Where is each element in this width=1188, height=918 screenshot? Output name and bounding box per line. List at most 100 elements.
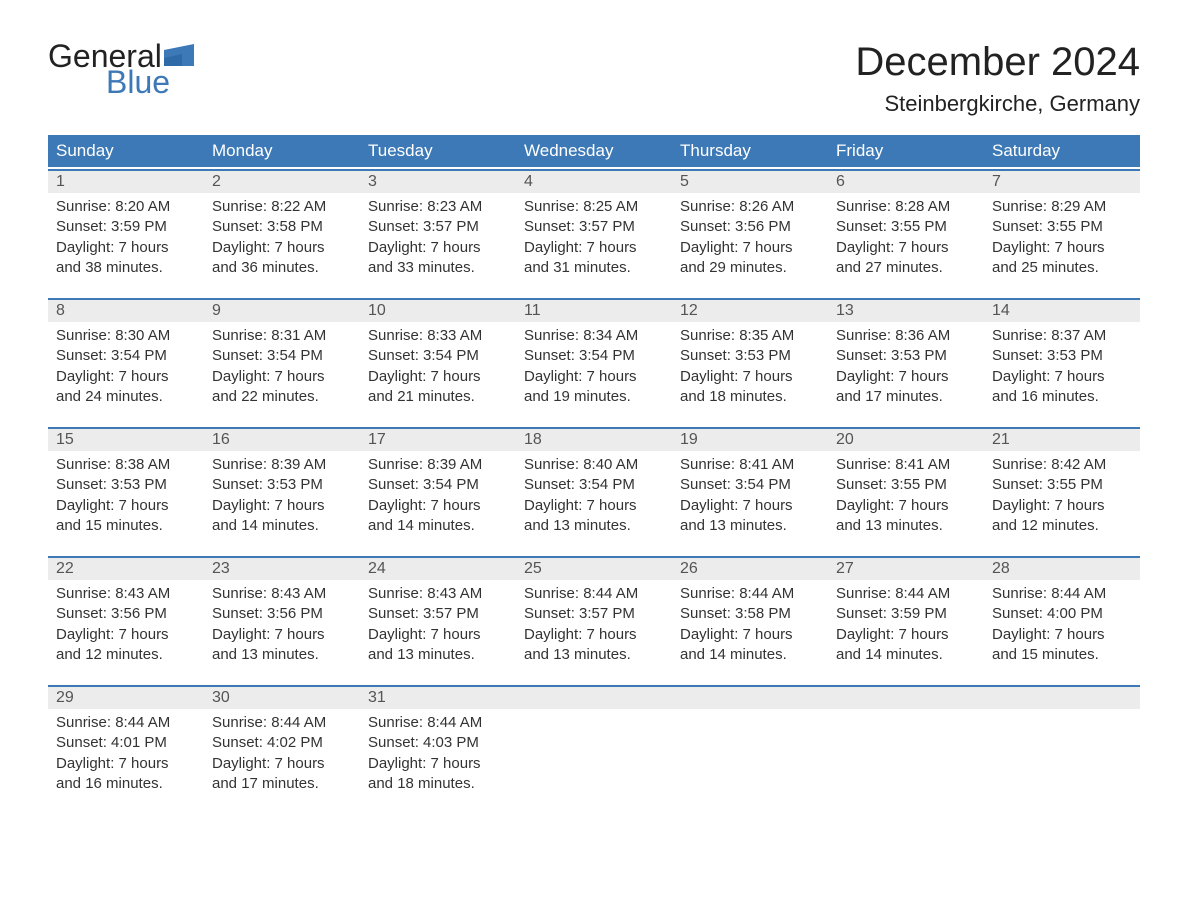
sunset-text: Sunset: 3:58 PM [212,217,354,237]
daylight-text: Daylight: 7 hours [212,238,354,258]
day-details: Sunrise: 8:41 AMSunset: 3:55 PMDaylight:… [828,451,984,536]
day-cell: 27Sunrise: 8:44 AMSunset: 3:59 PMDayligh… [828,558,984,671]
sunrise-text: Sunrise: 8:20 AM [56,197,198,217]
daylight-text: Daylight: 7 hours [212,496,354,516]
daylight-text: and 13 minutes. [524,516,666,536]
sunset-text: Sunset: 3:53 PM [212,475,354,495]
day-number: 12 [672,300,828,322]
day-number: 13 [828,300,984,322]
day-number: 29 [48,687,204,709]
sunrise-text: Sunrise: 8:44 AM [680,584,822,604]
sunrise-text: Sunrise: 8:44 AM [56,713,198,733]
day-number: 1 [48,171,204,193]
sunset-text: Sunset: 4:00 PM [992,604,1134,624]
day-details: Sunrise: 8:39 AMSunset: 3:53 PMDaylight:… [204,451,360,536]
day-cell [984,687,1140,800]
sunrise-text: Sunrise: 8:41 AM [836,455,978,475]
day-details: Sunrise: 8:44 AMSunset: 3:59 PMDaylight:… [828,580,984,665]
day-details: Sunrise: 8:43 AMSunset: 3:56 PMDaylight:… [204,580,360,665]
day-details: Sunrise: 8:37 AMSunset: 3:53 PMDaylight:… [984,322,1140,407]
day-details: Sunrise: 8:35 AMSunset: 3:53 PMDaylight:… [672,322,828,407]
day-number: 30 [204,687,360,709]
sunset-text: Sunset: 3:56 PM [680,217,822,237]
day-cell: 6Sunrise: 8:28 AMSunset: 3:55 PMDaylight… [828,171,984,284]
day-cell [516,687,672,800]
sunrise-text: Sunrise: 8:35 AM [680,326,822,346]
daylight-text: and 12 minutes. [56,645,198,665]
daylight-text: and 31 minutes. [524,258,666,278]
daylight-text: Daylight: 7 hours [524,496,666,516]
week-row: 22Sunrise: 8:43 AMSunset: 3:56 PMDayligh… [48,556,1140,671]
sunrise-text: Sunrise: 8:39 AM [368,455,510,475]
sunrise-text: Sunrise: 8:25 AM [524,197,666,217]
daylight-text: and 17 minutes. [212,774,354,794]
brand-text-2: Blue [106,66,194,98]
day-number: 15 [48,429,204,451]
day-cell: 31Sunrise: 8:44 AMSunset: 4:03 PMDayligh… [360,687,516,800]
daylight-text: and 18 minutes. [368,774,510,794]
sunset-text: Sunset: 3:59 PM [56,217,198,237]
sunset-text: Sunset: 3:53 PM [992,346,1134,366]
daylight-text: and 13 minutes. [212,645,354,665]
month-title: December 2024 [855,40,1140,85]
day-cell: 24Sunrise: 8:43 AMSunset: 3:57 PMDayligh… [360,558,516,671]
sunset-text: Sunset: 3:54 PM [56,346,198,366]
day-number: 19 [672,429,828,451]
sunrise-text: Sunrise: 8:44 AM [524,584,666,604]
sunset-text: Sunset: 3:56 PM [212,604,354,624]
day-details: Sunrise: 8:44 AMSunset: 4:01 PMDaylight:… [48,709,204,794]
daylight-text: and 15 minutes. [992,645,1134,665]
daylight-text: and 29 minutes. [680,258,822,278]
sunset-text: Sunset: 3:56 PM [56,604,198,624]
sunrise-text: Sunrise: 8:36 AM [836,326,978,346]
day-number: 20 [828,429,984,451]
day-number: 16 [204,429,360,451]
daylight-text: and 25 minutes. [992,258,1134,278]
week-row: 1 Sunrise: 8:20 AMSunset: 3:59 PM Daylight… [48,169,1140,284]
day-details: Sunrise: 8:43 AMSunset: 3:57 PMDaylight:… [360,580,516,665]
sunset-text: Sunset: 4:02 PM [212,733,354,753]
day-details: Sunrise: 8:38 AMSunset: 3:53 PMDaylight:… [48,451,204,536]
daylight-text: Daylight: 7 hours [680,238,822,258]
day-cell: 8Sunrise: 8:30 AMSunset: 3:54 PMDaylight… [48,300,204,413]
weekday-thursday: Thursday [672,135,828,167]
day-details: Sunrise: 8:43 AMSunset: 3:56 PMDaylight:… [48,580,204,665]
day-number: 24 [360,558,516,580]
daylight-text: and 16 minutes. [992,387,1134,407]
daylight-text: and 38 minutes. [56,258,198,278]
day-cell: 5Sunrise: 8:26 AMSunset: 3:56 PMDaylight… [672,171,828,284]
sunrise-text: Sunrise: 8:23 AM [368,197,510,217]
sunset-text: Sunset: 3:54 PM [368,475,510,495]
daylight-text: Daylight: 7 hours [56,367,198,387]
day-number: 22 [48,558,204,580]
weekday-header-row: Sunday Monday Tuesday Wednesday Thursday… [48,135,1140,167]
day-number: 31 [360,687,516,709]
day-details: Sunrise: 8:36 AMSunset: 3:53 PMDaylight:… [828,322,984,407]
daylight-text: Daylight: 7 hours [836,238,978,258]
daylight-text: Daylight: 7 hours [680,367,822,387]
daylight-text: Daylight: 7 hours [680,496,822,516]
daylight-text: and 36 minutes. [212,258,354,278]
day-number: 10 [360,300,516,322]
location-label: Steinbergkirche, Germany [855,91,1140,117]
weekday-sunday: Sunday [48,135,204,167]
day-details: Sunrise: 8:33 AMSunset: 3:54 PMDaylight:… [360,322,516,407]
day-details: Sunrise: 8:30 AMSunset: 3:54 PMDaylight:… [48,322,204,407]
day-number [516,687,672,709]
sunset-text: Sunset: 3:58 PM [680,604,822,624]
flag-icon [164,44,194,66]
day-cell: 29Sunrise: 8:44 AMSunset: 4:01 PMDayligh… [48,687,204,800]
day-number: 7 [984,171,1140,193]
day-cell: 15Sunrise: 8:38 AMSunset: 3:53 PMDayligh… [48,429,204,542]
daylight-text: Daylight: 7 hours [680,625,822,645]
daylight-text: Daylight: 7 hours [368,367,510,387]
day-cell: 7Sunrise: 8:29 AMSunset: 3:55 PMDaylight… [984,171,1140,284]
day-details: Sunrise: 8:42 AMSunset: 3:55 PMDaylight:… [984,451,1140,536]
sunrise-text: Sunrise: 8:22 AM [212,197,354,217]
daylight-text: Daylight: 7 hours [836,625,978,645]
day-details: Sunrise: 8:40 AMSunset: 3:54 PMDaylight:… [516,451,672,536]
sunrise-text: Sunrise: 8:44 AM [992,584,1134,604]
day-cell: 9Sunrise: 8:31 AMSunset: 3:54 PMDaylight… [204,300,360,413]
daylight-text: and 27 minutes. [836,258,978,278]
sunset-text: Sunset: 3:53 PM [56,475,198,495]
